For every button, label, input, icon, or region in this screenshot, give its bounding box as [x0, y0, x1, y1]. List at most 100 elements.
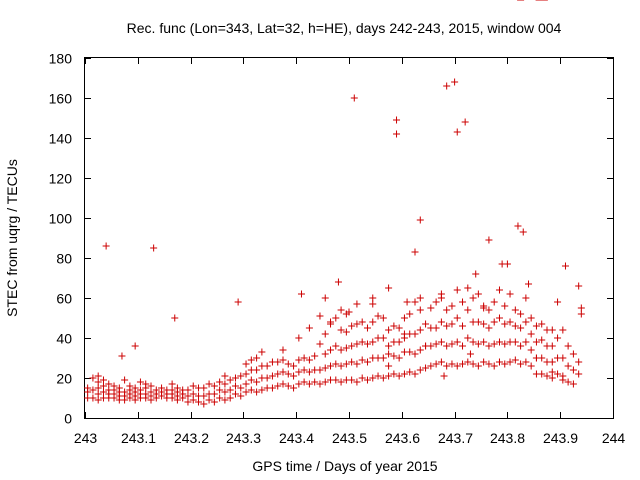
data-point [379, 334, 387, 342]
data-point [385, 362, 393, 370]
data-point [554, 298, 562, 306]
y-tick-label: 20 [56, 371, 72, 387]
data-point [305, 324, 313, 332]
data-point [345, 308, 353, 316]
data-point [379, 314, 387, 322]
data-point [411, 350, 419, 358]
y-tick-label: 120 [49, 171, 73, 187]
data-point [453, 338, 461, 346]
data-point [363, 376, 371, 384]
data-point [559, 326, 567, 334]
data-point [295, 380, 303, 388]
data-point [395, 338, 403, 346]
data-point [517, 324, 525, 332]
data-point [400, 370, 408, 378]
data-point [216, 378, 224, 386]
data-point [200, 400, 208, 408]
data-point [374, 372, 382, 380]
x-tick-label: 243.1 [121, 430, 156, 446]
y-tick-label: 180 [49, 51, 73, 67]
data-point [121, 388, 129, 396]
data-point [564, 342, 572, 350]
data-point [466, 350, 474, 358]
data-point [480, 358, 488, 366]
data-point [474, 362, 482, 370]
data-point [216, 394, 224, 402]
data-point [184, 386, 192, 394]
data-point [242, 370, 250, 378]
data-point [131, 342, 139, 350]
data-point [237, 372, 245, 380]
data-point [395, 372, 403, 380]
data-point [395, 324, 403, 332]
data-point [538, 320, 546, 328]
data-point [321, 330, 329, 338]
data-point [469, 338, 477, 346]
data-point [295, 368, 303, 376]
data-point [102, 242, 110, 250]
x-tick-label: 243.9 [543, 430, 578, 446]
data-point [411, 370, 419, 378]
data-point [577, 310, 585, 318]
y-tick-label: 80 [56, 251, 72, 267]
data-point [480, 338, 488, 346]
data-point [416, 306, 424, 314]
data-point [522, 294, 530, 302]
data-point [263, 362, 271, 370]
data-point [353, 360, 361, 368]
y-tick-label: 140 [49, 131, 73, 147]
data-point [210, 382, 218, 390]
data-point [200, 392, 208, 400]
data-point [437, 294, 445, 302]
data-point [84, 384, 92, 392]
data-point [485, 306, 493, 314]
data-point [427, 342, 435, 350]
data-point [279, 380, 287, 388]
data-point [316, 312, 324, 320]
data-point [390, 370, 398, 378]
data-point [469, 360, 477, 368]
data-point [459, 360, 467, 368]
data-point [350, 94, 358, 102]
data-point [522, 338, 530, 346]
data-point [342, 344, 350, 352]
data-point [334, 278, 342, 286]
data-point [453, 286, 461, 294]
data-point [94, 378, 102, 386]
data-point [150, 244, 158, 252]
data-point [501, 320, 509, 328]
data-point [105, 380, 113, 388]
data-point [379, 354, 387, 362]
data-point [94, 384, 102, 392]
data-point [237, 392, 245, 400]
data-point [490, 318, 498, 326]
data-point [517, 342, 525, 350]
data-point [385, 284, 393, 292]
data-point [432, 360, 440, 368]
y-tick-label: 0 [64, 411, 72, 427]
data-point [332, 342, 340, 350]
data-point [485, 236, 493, 244]
data-point [427, 304, 435, 312]
data-point [480, 320, 488, 328]
data-point [295, 334, 303, 342]
data-point [464, 334, 472, 342]
data-point [295, 356, 303, 364]
data-point [342, 360, 350, 368]
data-point [332, 314, 340, 322]
data-point [448, 302, 456, 310]
x-tick-label: 243.5 [332, 430, 367, 446]
data-point [300, 378, 308, 386]
data-point [253, 388, 261, 396]
data-point [279, 356, 287, 364]
data-point [279, 346, 287, 354]
data-point [437, 318, 445, 326]
data-point [284, 360, 292, 368]
data-point [532, 322, 540, 330]
data-point [511, 306, 519, 314]
data-point [147, 388, 155, 396]
x-tick-label: 243.8 [490, 430, 525, 446]
data-point [490, 298, 498, 306]
data-point [440, 372, 448, 380]
